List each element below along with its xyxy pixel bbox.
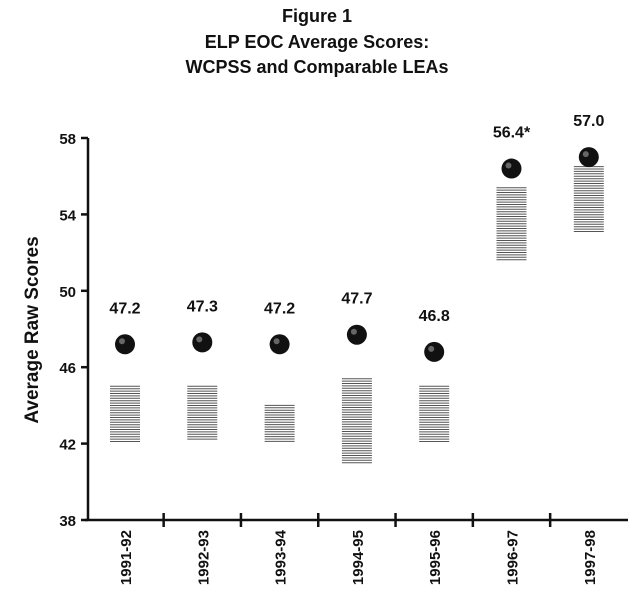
y-tick-label: 58 <box>59 131 76 148</box>
range-band <box>419 385 450 442</box>
x-tick-label: 1993-94 <box>273 529 290 585</box>
range-band <box>110 385 140 442</box>
score-point <box>269 334 290 355</box>
data-label: 47.2 <box>109 300 140 317</box>
y-tick-label: 38 <box>59 513 76 530</box>
y-tick-label: 54 <box>59 207 76 224</box>
data-label: 47.7 <box>341 291 372 308</box>
range-band <box>341 378 372 464</box>
score-point-highlight <box>350 328 357 335</box>
score-point-highlight <box>196 336 203 343</box>
data-label: 56.4* <box>493 125 531 142</box>
score-point <box>346 324 367 345</box>
y-tick-label: 42 <box>59 437 76 454</box>
x-tick-label: 1995-96 <box>427 530 444 585</box>
score-point <box>424 341 445 362</box>
range-band <box>496 187 527 261</box>
range-band <box>264 404 295 442</box>
range-band <box>187 385 218 440</box>
y-tick-label: 50 <box>59 284 76 301</box>
chart-axes: 38 42 46 50 54 58 1991-92 1992-93 1993-94 1994-95… <box>59 131 628 585</box>
range-band <box>573 166 604 232</box>
score-point <box>501 158 522 179</box>
data-label: 57.0 <box>573 113 604 130</box>
x-tick-label: 1991-92 <box>118 530 135 585</box>
x-tick-label: 1994-95 <box>350 530 367 585</box>
data-label: 47.2 <box>264 300 295 317</box>
score-point-highlight <box>505 162 512 169</box>
chart-subtitle-line-2: WCPSS and Comparable LEAs <box>185 57 449 77</box>
chart-subtitle-line-1: ELP EOC Average Scores: <box>204 32 430 52</box>
score-point-highlight <box>582 151 589 158</box>
x-tick-label: 1997-98 <box>582 530 599 585</box>
score-markers: 47.2 47.3 47.2 47.7 46.8 56.4* 57.0 <box>109 113 604 362</box>
score-point-highlight <box>273 338 280 345</box>
range-bands <box>110 166 604 464</box>
score-point-highlight <box>119 338 125 345</box>
y-axis-label: Average Raw Scores <box>22 236 43 423</box>
score-point-highlight <box>428 345 435 352</box>
y-tick-label: 46 <box>59 360 76 377</box>
x-tick-label: 1996-97 <box>505 530 522 585</box>
chart-title: Figure 1 <box>281 6 352 26</box>
x-tick-label: 1992-93 <box>195 530 212 585</box>
score-point <box>578 147 599 168</box>
score-point <box>115 334 135 355</box>
score-point <box>192 332 213 353</box>
data-label: 46.8 <box>419 308 450 325</box>
data-label: 47.3 <box>187 298 218 315</box>
